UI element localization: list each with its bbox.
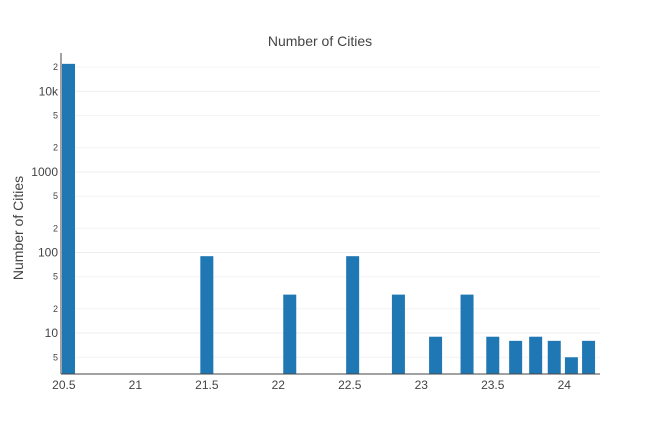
bar xyxy=(460,294,474,374)
bar xyxy=(391,294,405,374)
x-tick-label: 22 xyxy=(272,378,286,392)
bar xyxy=(62,63,75,375)
bar xyxy=(582,340,596,374)
bar xyxy=(200,256,214,374)
x-tick-label: 21 xyxy=(129,378,143,392)
y-minor-tick-label: 5 xyxy=(53,191,58,201)
x-tick-label: 22.5 xyxy=(338,378,362,392)
y-tick-label: 10 xyxy=(45,326,59,340)
y-minor-tick-label: 2 xyxy=(53,62,58,72)
bar xyxy=(486,336,500,374)
y-minor-tick-label: 5 xyxy=(53,272,58,282)
x-tick-label: 23.5 xyxy=(481,378,505,392)
bar xyxy=(529,336,543,374)
x-tick-label: 20.5 xyxy=(52,378,76,392)
grid-lines xyxy=(61,66,600,358)
bar xyxy=(283,294,297,374)
bar xyxy=(346,256,360,374)
y-axis-label: Number of Cities xyxy=(10,176,26,280)
x-tick-label: 24 xyxy=(558,378,572,392)
bar xyxy=(547,340,561,374)
y-minor-tick-label: 5 xyxy=(53,352,58,362)
y-minor-tick-label: 2 xyxy=(53,304,58,314)
y-tick-label: 100 xyxy=(38,245,58,259)
y-minor-tick-label: 2 xyxy=(53,143,58,153)
x-tick-label: 21.5 xyxy=(195,378,219,392)
chart-title: Number of Cities xyxy=(268,33,372,49)
bar xyxy=(564,357,578,374)
bars xyxy=(62,63,596,375)
y-tick-label: 10k xyxy=(39,84,59,98)
y-tick-label: 1000 xyxy=(31,165,58,179)
y-minor-tick-label: 2 xyxy=(53,223,58,233)
x-tick-label: 23 xyxy=(415,378,429,392)
bar xyxy=(429,336,443,374)
axes xyxy=(60,53,600,375)
y-minor-tick-label: 5 xyxy=(53,111,58,121)
tick-labels: 10 100 1000 10k 5 2 5 2 5 2 5 2 20.5 21 21.5 22 22.5 23 23… xyxy=(31,62,571,392)
bar xyxy=(509,340,523,374)
